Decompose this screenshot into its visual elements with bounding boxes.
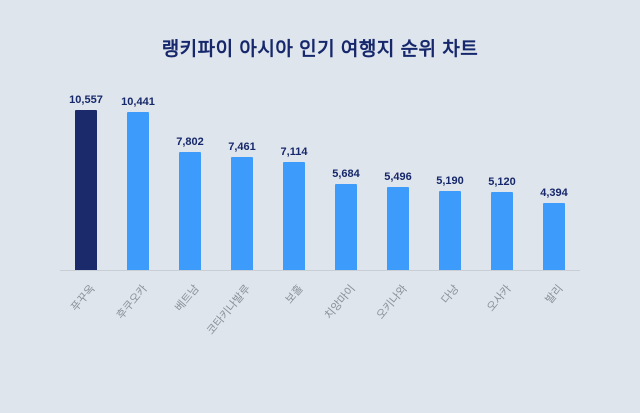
- category-label: 다낭: [439, 282, 462, 307]
- category-label: 베트남: [172, 282, 202, 314]
- category-cell: 오키나와: [372, 271, 424, 361]
- bar: [231, 157, 253, 270]
- category-label: 푸꾸옥: [68, 282, 98, 314]
- bar-value-label: 10,441: [121, 96, 155, 108]
- bar-value-label: 7,461: [228, 141, 256, 153]
- bar-value-label: 7,114: [280, 146, 308, 158]
- bar-value-label: 5,190: [436, 175, 464, 187]
- bar-group: 7,461: [216, 87, 268, 270]
- bar: [283, 162, 305, 270]
- bar-value-label: 7,802: [176, 136, 204, 148]
- bar-group: 10,557: [60, 87, 112, 270]
- category-label: 치앙마이: [322, 282, 358, 322]
- category-cell: 발리: [528, 271, 580, 361]
- category-cell: 보홀: [268, 271, 320, 361]
- category-cell: 다낭: [424, 271, 476, 361]
- bar: [543, 203, 565, 270]
- bar: [439, 191, 461, 270]
- chart-title: 랭키파이 아시아 인기 여행지 순위 차트: [161, 39, 479, 60]
- category-cell: 베트남: [164, 271, 216, 361]
- bar: [127, 112, 149, 270]
- category-cell: 후쿠오카: [112, 271, 164, 361]
- bar-group: 5,190: [424, 87, 476, 270]
- bar: [179, 152, 201, 270]
- category-label: 오키나와: [374, 282, 410, 322]
- category-label: 보홀: [283, 282, 306, 307]
- bars-row: 10,557 10,441 7,802 7,461 7,114 5,684 5,496 5,1…: [60, 87, 580, 271]
- bar-group: 10,441: [112, 87, 164, 270]
- category-label: 발리: [543, 282, 566, 307]
- category-cell: 푸꾸옥: [60, 271, 112, 361]
- bar-value-label: 4,394: [540, 187, 568, 199]
- category-cell: 코타키나발루: [205, 271, 268, 361]
- bar: [387, 187, 409, 270]
- category-cell: 치앙마이: [320, 271, 372, 361]
- bar-group: 7,802: [164, 87, 216, 270]
- bar-group: 5,120: [476, 87, 528, 270]
- bar-group: 5,684: [320, 87, 372, 270]
- category-label: 후쿠오카: [114, 282, 150, 322]
- category-label: 오사카: [484, 282, 514, 314]
- bar: [335, 184, 357, 270]
- bar: [491, 192, 513, 270]
- bar-highlighted: [75, 110, 97, 270]
- bar-group: 4,394: [528, 87, 580, 270]
- bar-value-label: 5,120: [488, 176, 516, 188]
- bar-group: 7,114: [268, 87, 320, 270]
- bar-value-label: 5,496: [384, 171, 412, 183]
- bar-value-label: 10,557: [69, 94, 103, 106]
- bar-group: 5,496: [372, 87, 424, 270]
- bar-chart: 10,557 10,441 7,802 7,461 7,114 5,684 5,496 5,1…: [60, 87, 580, 361]
- bar-value-label: 5,684: [332, 168, 360, 180]
- category-cell: 오사카: [476, 271, 528, 361]
- category-row: 푸꾸옥 후쿠오카 베트남 코타키나발루 보홀 치앙마이 오키나와 다낭 오사카 발리: [60, 271, 580, 361]
